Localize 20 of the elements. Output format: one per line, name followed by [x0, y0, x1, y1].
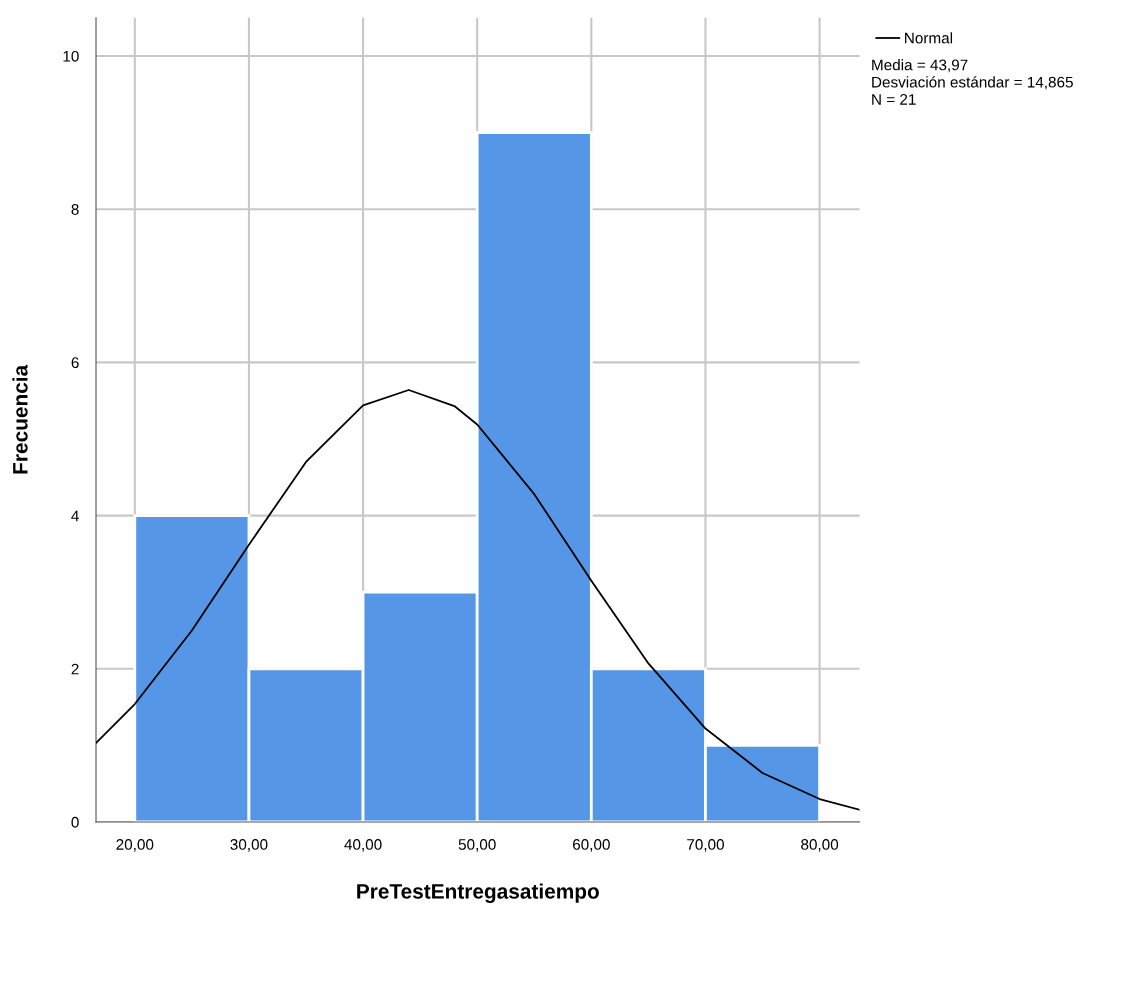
y-tick-label: 0 [71, 816, 79, 828]
x-tick-label: 20,00 [116, 839, 154, 852]
line-series [96, 389, 860, 811]
y-tick-label: 2 [71, 663, 79, 675]
y-tick-label: 6 [71, 357, 79, 369]
y-axis-title: Frecuencia [12, 364, 28, 474]
text: Desviación estándar = 14,865 [872, 76, 1073, 90]
x-tick-label: 30,00 [230, 839, 268, 852]
x-tick-label: 80,00 [801, 839, 839, 852]
x-tick-label: 40,00 [344, 839, 382, 852]
y-tick-label: 4 [71, 510, 79, 522]
y-tick-label: 10 [63, 50, 79, 62]
x-tick-label: 50,00 [458, 839, 496, 852]
x-tick-label: 60,00 [572, 839, 610, 852]
text: N = 21 [872, 93, 916, 105]
text: Media = 43,97 [872, 59, 968, 73]
y-tick-label: 8 [71, 204, 79, 215]
legend-label: Normal [905, 32, 953, 44]
x-axis-title: PreTestEntregasatiempo [357, 883, 599, 903]
x-tick-label: 70,00 [687, 839, 724, 852]
